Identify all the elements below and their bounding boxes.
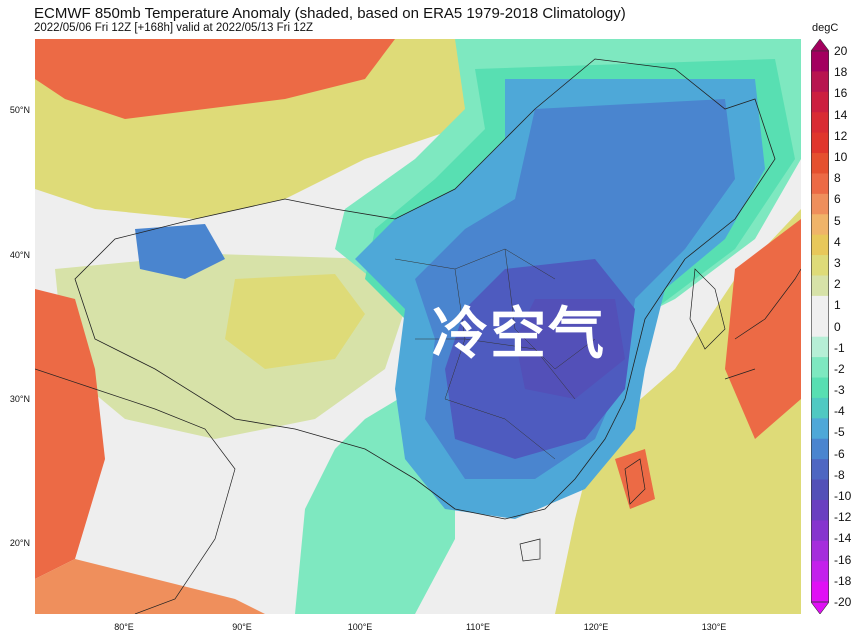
colorbar-segment	[811, 316, 829, 338]
hot-region-west	[35, 289, 105, 579]
colorbar-segment	[811, 51, 829, 72]
colorbar-segment	[811, 91, 829, 113]
colorbar-segment	[811, 418, 829, 440]
province-lines	[394, 248, 596, 460]
colorbar-tick-label: 18	[834, 65, 848, 80]
colorbar-svg	[810, 38, 830, 615]
anomaly-field-svg	[35, 39, 801, 614]
colorbar-tick-label: -18	[834, 573, 852, 588]
colorbar-tick-label: 10	[834, 149, 848, 164]
colorbar-tick-label: 14	[834, 107, 848, 122]
taiwan-outline	[624, 458, 646, 505]
india-outline	[35, 368, 236, 614]
colorbar-segment	[811, 581, 829, 603]
cold-air-annotation: 冷空气	[432, 302, 606, 367]
colorbar-segment	[811, 112, 829, 134]
colorbar-segment	[811, 173, 829, 195]
colorbar-tick-label: -5	[834, 425, 845, 440]
lon-label-100e: 100°E	[347, 622, 373, 632]
strongest-cold-core	[515, 299, 625, 399]
colorbar-segment	[811, 561, 829, 583]
colorbar-bottom-arrow	[810, 601, 830, 615]
map-subtitle: 2022/05/06 Fri 12Z [+168h] valid at 2022…	[34, 22, 314, 34]
lon-label-130e: 130°E	[701, 622, 727, 632]
colorbar-tick-label: -1	[834, 340, 845, 355]
colorbar-tick-label: 4	[834, 234, 841, 249]
lon-label-120e: 120°E	[583, 622, 609, 632]
colorbar-tick-label: -16	[834, 552, 852, 567]
colorbar-segment	[811, 234, 829, 256]
map-title: ECMWF 850mb Temperature Anomaly (shaded,…	[34, 5, 626, 22]
lat-label-50n: 50°N	[9, 105, 30, 115]
lon-label-110e: 110°E	[466, 622, 490, 632]
colorbar-top-arrow	[810, 38, 830, 52]
colorbar-tick-label: 0	[834, 319, 841, 334]
colorbar-tick-label: -20	[834, 595, 852, 609]
colorbar-tick-label: 20	[834, 44, 848, 58]
colorbar-tick-label: -14	[834, 531, 852, 546]
colorbar-tick-label: 12	[834, 128, 848, 143]
china-coastline	[504, 258, 686, 520]
colorbar-segment	[811, 255, 829, 276]
colorbar-segment	[811, 132, 829, 154]
hot-region-northwest	[35, 39, 395, 119]
colorbar-segment	[811, 153, 829, 174]
hainan-outline	[519, 538, 541, 562]
colorbar-tick-label: 8	[834, 171, 841, 186]
colorbar-segment	[811, 71, 829, 93]
colorbar-tick-label: -12	[834, 510, 852, 525]
hot-region-japan	[725, 219, 801, 439]
colorbar-tick-label: 16	[834, 86, 848, 101]
colorbar-tick-label: 3	[834, 255, 841, 270]
lon-label-80e: 80°E	[114, 622, 134, 632]
anomaly-map	[35, 39, 801, 614]
colorbar-tick-label: -4	[834, 404, 845, 419]
colorbar-tick-label: -10	[834, 489, 852, 504]
lat-label-30n: 30°N	[9, 394, 30, 404]
cool-west-patch	[135, 224, 225, 279]
warm-region-tibet-core	[225, 274, 365, 369]
colorbar-segment	[811, 377, 829, 399]
colorbar-segment	[811, 275, 829, 297]
colorbar-segment	[811, 499, 829, 521]
colorbar-tick-label: 5	[834, 213, 841, 228]
colorbar-tick-label: 1	[834, 298, 841, 313]
china-border-west	[74, 198, 506, 520]
colorbar-segment	[811, 193, 829, 215]
colorbar-segment	[811, 214, 829, 236]
china-border-north	[334, 58, 776, 260]
colorbar-segment	[811, 357, 829, 379]
colorbar-segment	[811, 540, 829, 562]
colorbar-tick-label: -2	[834, 361, 845, 376]
colorbar-border	[811, 50, 829, 603]
colorbar-tick-label: -8	[834, 467, 845, 482]
colorbar-tick-label: 6	[834, 192, 841, 207]
hot-region-taiwan	[615, 449, 655, 509]
colorbar-tick-label: -6	[834, 446, 845, 461]
lat-label-20n: 20°N	[9, 538, 30, 548]
colorbar-unit: degC	[812, 22, 839, 34]
colorbar-segment	[811, 459, 829, 481]
hot-region-southwest	[35, 559, 265, 614]
lon-label-90e: 90°E	[232, 622, 252, 632]
colorbar-segment	[811, 397, 829, 419]
lat-label-40n: 40°N	[9, 250, 30, 260]
japan-outline	[724, 268, 801, 380]
colorbar-segment	[811, 295, 829, 317]
colorbar	[810, 38, 830, 615]
korea-outline	[689, 268, 726, 350]
colorbar-tick-label: 2	[834, 277, 841, 292]
colorbar-segment	[811, 336, 829, 358]
colorbar-segment	[811, 520, 829, 542]
colorbar-tick-label: -3	[834, 383, 845, 398]
colorbar-segment	[811, 438, 829, 460]
colorbar-segment	[811, 479, 829, 501]
